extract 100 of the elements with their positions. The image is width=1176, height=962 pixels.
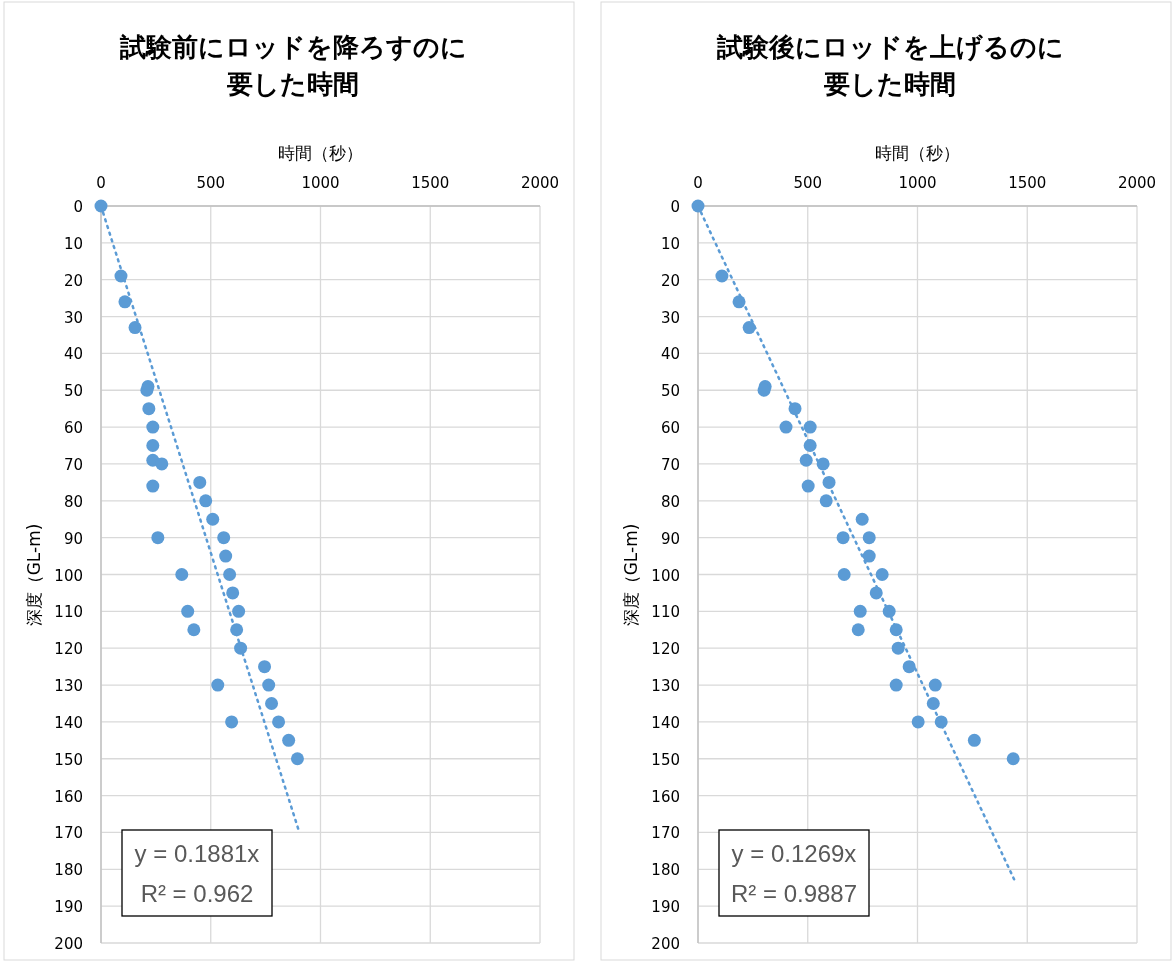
y-tick-label: 20 xyxy=(660,271,680,290)
point xyxy=(911,715,925,729)
point xyxy=(118,295,132,309)
chart-title: 試験前にロッドを降ろすのに要した時間 xyxy=(118,32,467,99)
x-tick-label: 0 xyxy=(693,174,703,192)
annotation: R² = 0.9887 xyxy=(730,880,858,907)
y-tick-label: 160 xyxy=(54,787,83,806)
y-tick-label: 150 xyxy=(651,750,680,769)
point xyxy=(837,568,851,581)
y-tick-label: 10 xyxy=(63,234,83,253)
y-tick-label: 120 xyxy=(651,640,680,659)
y-tick-label: 40 xyxy=(63,345,83,364)
point xyxy=(967,733,981,747)
y-tick-label: 200 xyxy=(54,935,83,953)
point xyxy=(282,733,296,747)
point xyxy=(265,696,279,710)
annotation: R² = 0.962 xyxy=(140,880,254,907)
x-tick-label: 1500 xyxy=(1008,174,1047,192)
y-tick-label: 140 xyxy=(54,713,83,732)
point xyxy=(290,752,304,766)
y-tick-label: 180 xyxy=(651,861,680,880)
point xyxy=(862,531,876,545)
x-axis-title: 時間（秒） xyxy=(875,143,960,163)
x-tick-label: 1500 xyxy=(411,174,450,192)
y-tick-label: 160 xyxy=(651,787,680,806)
point xyxy=(1006,752,1020,766)
y-tick-label: 170 xyxy=(54,824,83,843)
point xyxy=(779,420,793,434)
point xyxy=(889,678,903,692)
point xyxy=(272,715,286,729)
x-tick-label: 500 xyxy=(793,174,823,192)
y-tick-label: 90 xyxy=(660,529,680,548)
point xyxy=(799,453,813,467)
point xyxy=(211,678,225,692)
y-tick-label: 50 xyxy=(660,382,680,401)
y-tick-label: 190 xyxy=(651,898,680,917)
point xyxy=(715,269,729,283)
x-axis-title: 時間（秒） xyxy=(278,143,363,163)
x-tick-label: 500 xyxy=(196,174,226,192)
point xyxy=(146,420,160,434)
point xyxy=(146,479,160,493)
point xyxy=(155,457,169,471)
y-tick-label: 30 xyxy=(660,308,680,327)
point xyxy=(187,623,201,637)
x-tick-label: 1000 xyxy=(898,174,937,192)
point xyxy=(181,604,195,618)
point xyxy=(928,678,942,692)
point xyxy=(742,321,756,335)
point xyxy=(875,568,889,581)
point xyxy=(262,678,276,692)
y-tick-label: 130 xyxy=(54,677,83,696)
x-tick-label: 0 xyxy=(96,174,106,192)
point xyxy=(891,641,905,655)
y-tick-label: 0 xyxy=(73,198,83,216)
y-tick-label: 110 xyxy=(651,603,680,622)
y-tick-label: 70 xyxy=(63,455,83,474)
point xyxy=(226,586,240,600)
y-tick-label: 90 xyxy=(63,529,83,548)
y-axis-title: 深度（GL-m) xyxy=(24,523,44,627)
point xyxy=(862,549,876,563)
point xyxy=(819,494,833,508)
y-tick-label: 40 xyxy=(660,345,680,364)
y-tick-label: 170 xyxy=(651,824,680,843)
y-tick-label: 180 xyxy=(54,861,83,880)
x-tick-label: 2000 xyxy=(1117,174,1157,192)
x-tick-label: 1000 xyxy=(301,174,340,192)
point xyxy=(232,604,246,618)
point xyxy=(193,475,207,489)
y-tick-label: 0 xyxy=(670,198,680,216)
chart-title: 試験後にロッドを上げるのに要した時間 xyxy=(715,32,1064,99)
point xyxy=(853,604,867,618)
y-tick-label: 50 xyxy=(63,382,83,401)
y-tick-label: 70 xyxy=(660,455,680,474)
annotation: y = 0.1269x xyxy=(731,840,857,867)
y-tick-label: 80 xyxy=(660,492,680,511)
point xyxy=(217,531,231,545)
y-tick-label: 140 xyxy=(651,713,680,732)
y-tick-label: 130 xyxy=(651,677,680,696)
y-tick-label: 100 xyxy=(54,566,83,585)
y-tick-label: 60 xyxy=(63,419,83,438)
y-tick-label: 120 xyxy=(54,640,83,659)
y-tick-label: 110 xyxy=(54,603,83,622)
point xyxy=(855,512,869,526)
point xyxy=(225,715,239,729)
point xyxy=(801,479,815,493)
point xyxy=(206,512,220,526)
point xyxy=(803,420,817,434)
point xyxy=(142,402,156,416)
point xyxy=(223,568,237,581)
point xyxy=(146,439,160,453)
y-tick-label: 20 xyxy=(63,271,83,290)
point xyxy=(836,531,850,545)
y-tick-label: 80 xyxy=(63,492,83,511)
x-tick-label: 2000 xyxy=(520,174,560,192)
y-tick-label: 10 xyxy=(660,234,680,253)
point xyxy=(199,494,213,508)
point xyxy=(258,660,272,674)
y-tick-label: 190 xyxy=(54,898,83,917)
y-tick-label: 150 xyxy=(54,750,83,769)
point xyxy=(851,623,865,637)
